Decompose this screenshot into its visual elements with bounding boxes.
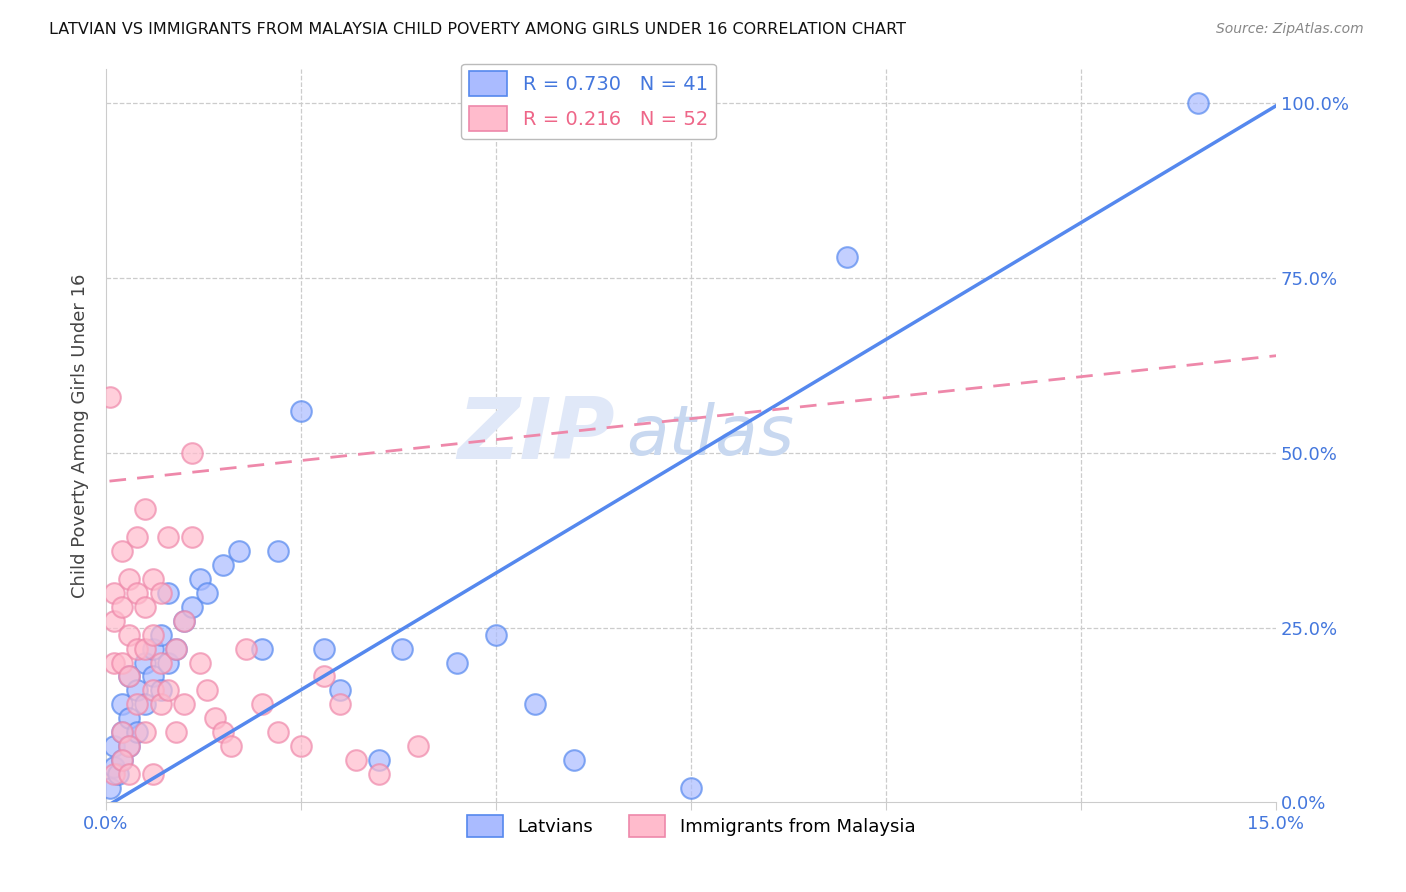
Point xyxy=(290,404,312,418)
Point xyxy=(235,641,257,656)
Text: Source: ZipAtlas.com: Source: ZipAtlas.com xyxy=(1216,22,1364,37)
Point xyxy=(219,739,242,754)
Point xyxy=(391,641,413,656)
Point xyxy=(157,683,180,698)
Point xyxy=(118,669,141,683)
Point xyxy=(127,641,149,656)
Point xyxy=(118,739,141,754)
Point xyxy=(110,543,132,558)
Point xyxy=(127,698,149,712)
Point xyxy=(149,585,172,599)
Point xyxy=(180,530,202,544)
Point xyxy=(98,390,121,404)
Point xyxy=(165,641,187,656)
Point xyxy=(118,739,141,754)
Point xyxy=(212,558,235,572)
Point xyxy=(134,725,156,739)
Point xyxy=(127,530,149,544)
Point xyxy=(142,641,165,656)
Point xyxy=(180,599,202,614)
Point xyxy=(368,767,391,781)
Point xyxy=(110,698,132,712)
Point xyxy=(266,543,288,558)
Point xyxy=(679,781,702,796)
Point xyxy=(180,446,202,460)
Point xyxy=(142,669,165,683)
Point xyxy=(103,739,125,754)
Point xyxy=(485,627,508,641)
Point xyxy=(446,656,468,670)
Point xyxy=(134,599,156,614)
Point xyxy=(110,656,132,670)
Point xyxy=(103,614,125,628)
Point xyxy=(118,711,141,725)
Point xyxy=(250,698,273,712)
Point xyxy=(127,585,149,599)
Point xyxy=(314,641,336,656)
Point xyxy=(118,572,141,586)
Point xyxy=(107,767,129,781)
Point xyxy=(290,739,312,754)
Point xyxy=(118,669,141,683)
Text: ZIP: ZIP xyxy=(457,394,614,477)
Legend: Latvians, Immigrants from Malaysia: Latvians, Immigrants from Malaysia xyxy=(460,808,922,845)
Text: atlas: atlas xyxy=(627,402,794,469)
Point xyxy=(149,698,172,712)
Point xyxy=(127,725,149,739)
Point xyxy=(344,753,367,767)
Point xyxy=(149,656,172,670)
Point xyxy=(134,501,156,516)
Point xyxy=(523,698,546,712)
Point xyxy=(173,614,195,628)
Point xyxy=(149,683,172,698)
Point xyxy=(195,585,218,599)
Point xyxy=(110,599,132,614)
Point xyxy=(110,725,132,739)
Point xyxy=(188,572,211,586)
Point xyxy=(110,753,132,767)
Point xyxy=(142,627,165,641)
Point xyxy=(406,739,429,754)
Y-axis label: Child Poverty Among Girls Under 16: Child Poverty Among Girls Under 16 xyxy=(72,273,89,598)
Point xyxy=(173,614,195,628)
Point xyxy=(188,656,211,670)
Point xyxy=(142,683,165,698)
Point xyxy=(368,753,391,767)
Point xyxy=(165,725,187,739)
Point xyxy=(103,585,125,599)
Point xyxy=(118,767,141,781)
Point xyxy=(142,767,165,781)
Point xyxy=(835,250,858,264)
Point xyxy=(127,683,149,698)
Point xyxy=(562,753,585,767)
Point xyxy=(134,698,156,712)
Point xyxy=(134,641,156,656)
Point xyxy=(250,641,273,656)
Point xyxy=(142,572,165,586)
Point xyxy=(329,698,352,712)
Point xyxy=(110,725,132,739)
Point xyxy=(212,725,235,739)
Point xyxy=(329,683,352,698)
Point xyxy=(118,627,141,641)
Point xyxy=(98,781,121,796)
Point xyxy=(103,656,125,670)
Point xyxy=(103,767,125,781)
Point xyxy=(103,760,125,774)
Point xyxy=(228,543,250,558)
Point xyxy=(157,530,180,544)
Point xyxy=(204,711,226,725)
Point xyxy=(195,683,218,698)
Point xyxy=(165,641,187,656)
Point xyxy=(134,656,156,670)
Point xyxy=(173,698,195,712)
Point xyxy=(1187,96,1209,111)
Point xyxy=(149,627,172,641)
Point xyxy=(266,725,288,739)
Text: LATVIAN VS IMMIGRANTS FROM MALAYSIA CHILD POVERTY AMONG GIRLS UNDER 16 CORRELATI: LATVIAN VS IMMIGRANTS FROM MALAYSIA CHIL… xyxy=(49,22,907,37)
Point xyxy=(157,656,180,670)
Point xyxy=(157,585,180,599)
Point xyxy=(314,669,336,683)
Point xyxy=(110,753,132,767)
